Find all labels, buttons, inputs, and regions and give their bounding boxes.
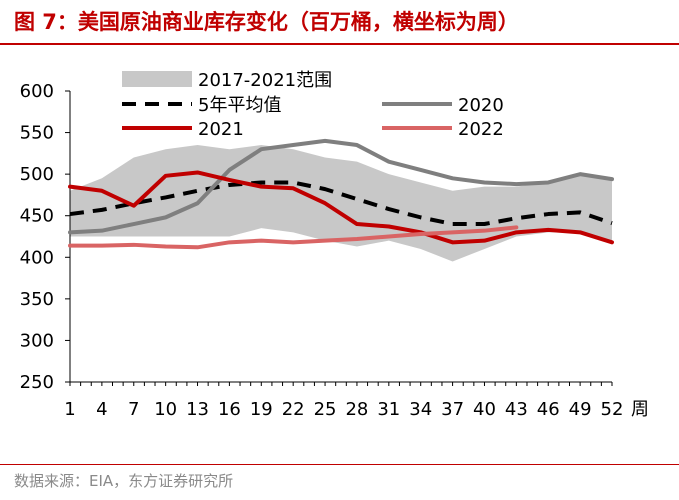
y-tick-label: 350 [20, 289, 54, 310]
legend-label: 2020 [458, 95, 504, 116]
x-tick-label: 16 [218, 399, 241, 420]
title-divider [0, 43, 679, 45]
x-tick-label: 10 [154, 399, 177, 420]
x-tick-label: 25 [314, 399, 337, 420]
x-tick-label: 31 [377, 399, 400, 420]
x-tick-label: 7 [128, 399, 139, 420]
y-tick-label: 550 [20, 123, 54, 144]
y-tick-label: 450 [20, 206, 54, 227]
y-tick-label: 400 [20, 247, 54, 268]
x-tick-label: 49 [569, 399, 592, 420]
footer-divider [0, 464, 679, 465]
series-line-2022 [68, 225, 519, 250]
legend-label: 2022 [458, 119, 504, 140]
x-tick-label: 46 [537, 399, 560, 420]
x-tick-label: 43 [505, 399, 528, 420]
x-tick-label: 40 [473, 399, 496, 420]
x-tick-label: 34 [409, 399, 432, 420]
source-note: 数据来源：EIA，东方证券研究所 [14, 472, 234, 490]
series-line-2021 [68, 170, 614, 245]
y-tick-label: 250 [20, 372, 54, 393]
y-tick-label: 600 [20, 81, 54, 102]
legend-swatch [122, 71, 192, 87]
x-tick-label: 1 [64, 399, 75, 420]
legend-label: 2021 [198, 119, 244, 140]
x-tick-label: 19 [250, 399, 273, 420]
y-tick-label: 300 [20, 330, 54, 351]
series-line-5年平均值 [69, 180, 613, 227]
x-tick-label: 37 [441, 399, 464, 420]
x-tick-label: 52 [601, 399, 624, 420]
legend-label: 2017-2021范围 [198, 70, 332, 91]
x-tick-label: 22 [282, 399, 305, 420]
legend-label: 5年平均值 [198, 95, 281, 116]
x-axis-label: 周 [631, 399, 649, 420]
series-line-2020 [68, 138, 614, 235]
y-tick-label: 500 [20, 164, 54, 185]
x-tick-label: 28 [345, 399, 368, 420]
chart-title: 图 7：美国原油商业库存变化（百万桶，横坐标为周） [14, 10, 519, 34]
x-tick-label: 13 [186, 399, 209, 420]
x-tick-label: 4 [96, 399, 107, 420]
inventory-chart: 250 300 350 400 450 500 550 600 1 4 7 10 13 16 19 22 25 2… [20, 70, 649, 420]
